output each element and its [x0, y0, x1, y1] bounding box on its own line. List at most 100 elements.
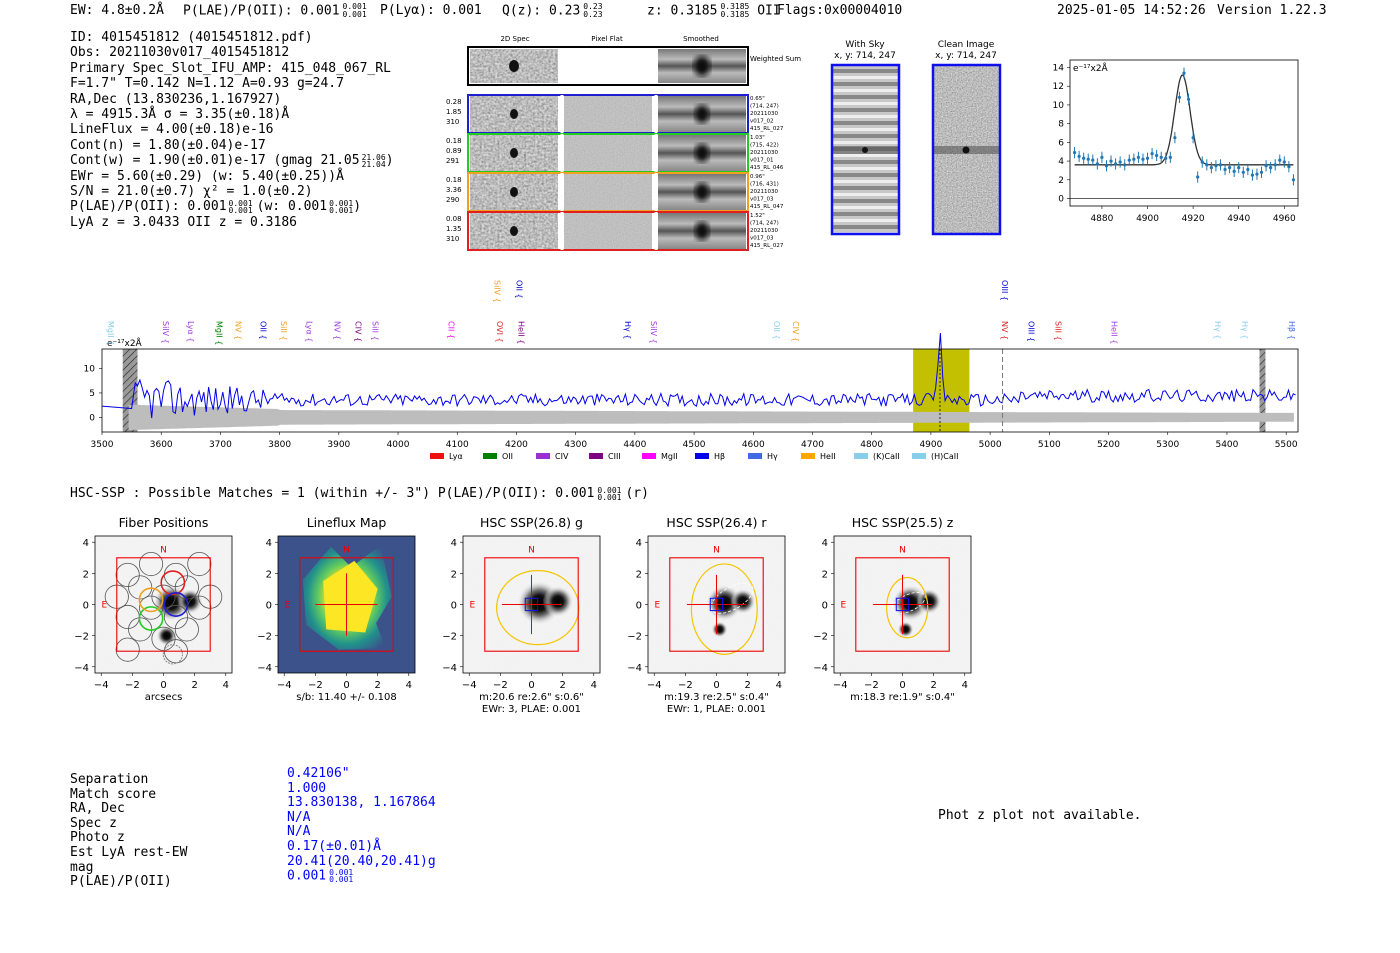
y-tick-label: −4	[627, 663, 642, 674]
y-tick-label: −2	[74, 632, 89, 643]
y-tick-label: 14	[1053, 63, 1065, 73]
x-tick-label: −2	[125, 680, 140, 691]
summary-values: 0.42106" 1.000 13.830138, 1.167864 N/A N/A 0.…	[287, 766, 436, 884]
clean-image-title: Clean Image	[938, 40, 995, 50]
header-qz-sup: 0.23	[583, 2, 603, 11]
col-smoothed-label: Smoothed	[683, 35, 719, 43]
x-tick-label: 5400	[1215, 440, 1238, 450]
x-tick-label: −2	[678, 680, 693, 691]
x-tick-label: −2	[493, 680, 508, 691]
x-tick-label: 4	[591, 680, 597, 691]
x-tick-label: 3900	[327, 440, 350, 450]
x-tick-label: −2	[864, 680, 879, 691]
data-point	[1259, 170, 1264, 174]
header-plae-sup: 0.001	[342, 2, 367, 11]
header-z-sup: 0.3185	[720, 2, 750, 11]
legend-label: Hγ	[767, 452, 778, 461]
line-label: Hγ {	[1240, 321, 1249, 339]
data-point	[1291, 178, 1296, 182]
x-tick-label: 4700	[801, 440, 824, 450]
info-lyaz: LyA z = 3.0433 OII z = 0.3186	[70, 214, 297, 230]
panel-caption: m:20.6 re:2.6" s:0.6"	[479, 692, 584, 703]
x-tick-label: 5200	[1097, 440, 1120, 450]
data-point	[1250, 173, 1254, 177]
x-tick-label: −2	[308, 680, 323, 691]
y-tick-label: 10	[84, 365, 96, 375]
info-plae-w-sub: 0.001	[329, 205, 354, 215]
x-tick-label: 3600	[150, 440, 173, 450]
panel-caption-2: EWr: 1, PLAE: 0.001	[667, 704, 766, 715]
legend-label: Lyα	[449, 452, 463, 461]
legend-label: OII	[502, 452, 513, 461]
x-tick-label: 5500	[1275, 440, 1298, 450]
y-tick-label: 8	[1058, 120, 1064, 130]
panel-title: HSC SSP(25.5) z	[852, 515, 954, 530]
y-tick-label: 2	[83, 569, 89, 580]
cutout-left-stat: 0.28	[446, 98, 462, 106]
x-tick-label: 4200	[505, 440, 528, 450]
with-sky-title: With Sky	[845, 40, 885, 50]
line-label: SiII {	[279, 321, 288, 341]
weighted-sum-label: Weighted Sum	[750, 55, 801, 63]
legend-label: Hβ	[714, 452, 725, 461]
cutout-row: 0.28 1.85 310 0.65" (714, 247)20211030 v017_0…	[446, 94, 784, 134]
y-tick-label: 10	[1053, 101, 1065, 111]
x-tick-label: −4	[462, 680, 477, 691]
panel-title: Fiber Positions	[119, 515, 209, 530]
info-params: F=1.7" T=0.142 N=1.12 A=0.93 g=24.7	[70, 76, 344, 92]
north-label: N	[713, 545, 720, 555]
info-plae-sub: 0.001	[228, 205, 253, 215]
masked-region	[122, 349, 135, 432]
summary-value: 0.17(±0.01)Å	[287, 838, 381, 854]
y-tick-label: −4	[442, 663, 457, 674]
x-tick-label: 0	[160, 680, 166, 691]
imaging-panel: Fiber Positions N E 4 2 0 −2 −4 −4 −2 0 2 4 arcsecs	[74, 515, 233, 703]
legend-swatch	[536, 453, 550, 459]
x-tick-label: 0	[343, 680, 349, 691]
east-label: E	[284, 601, 290, 611]
info-id: ID: 4015451812 (4015451812.pdf)	[70, 30, 313, 45]
data-point	[1186, 97, 1191, 101]
sky-cutouts: With Sky x, y: 714, 247 Clean Image x, y…	[830, 40, 1002, 236]
y-tick-label: 0	[636, 601, 642, 612]
data-point	[1168, 155, 1172, 159]
source-marker	[895, 597, 910, 612]
cutout-right-meta: v017_01	[750, 158, 774, 164]
summary-label: Separation	[70, 772, 149, 787]
info-sn: S/N = 21.0(±0.7) χ² = 1.0(±0.2)	[70, 183, 313, 199]
info-plae-w-sup: 0.001	[329, 198, 354, 208]
legend-swatch	[695, 453, 709, 459]
imaging-panel: HSC SSP(26.4) r N E 4 2 0 −2 −4 −4 −2 0 2 4 m:19.3 re…	[627, 515, 786, 715]
east-label: E	[840, 601, 846, 611]
line-label: MgII {	[214, 321, 223, 345]
data-point	[1082, 156, 1086, 160]
detection-info: ID: 4015451812 (4015451812.pdf) Obs: 202…	[70, 30, 394, 230]
y-tick-label: 2	[266, 569, 272, 580]
y-tick-label: −4	[74, 663, 89, 674]
line-label: Lyα {	[304, 321, 313, 342]
data-point	[1278, 158, 1282, 162]
east-label: E	[101, 601, 107, 611]
search-box	[484, 557, 579, 652]
line-label: NV {	[333, 321, 342, 340]
info-ewr: EWr = 5.60(±0.29) (w: 5.40(±0.25))Å	[70, 168, 344, 184]
fiber-circle	[151, 626, 176, 651]
imaging-panels: Fiber Positions N E 4 2 0 −2 −4 −4 −2 0 2 4 arcsecs Li…	[74, 515, 972, 715]
header-flags: Flags:0x00004010	[777, 3, 903, 18]
data-point	[1109, 159, 1113, 163]
legend-swatch	[483, 453, 497, 459]
header-plya: P(Lyα): 0.001	[380, 3, 482, 18]
summary-label: P(LAE)/P(OII)	[70, 874, 172, 890]
data-point	[1255, 172, 1259, 176]
summary-plae-sup: 0.001	[329, 868, 354, 878]
x-tick-label: 4000	[387, 440, 410, 450]
cutout-left-stat: 310	[446, 118, 459, 126]
cutout-right-meta: v017_02	[750, 119, 774, 125]
cutout-left-stat: 0.89	[446, 147, 462, 155]
line-label: HeII {	[1110, 321, 1119, 344]
search-box	[669, 557, 764, 652]
info-primary: Primary Spec_Slot_IFU_AMP: 415_048_067_R…	[70, 60, 391, 76]
data-point	[1123, 163, 1127, 167]
full-spectrum-chart: 0 5 10 3500 3600 3700 3800 3900 4000 4100 4200 4300…	[84, 280, 1299, 461]
data-point	[1287, 165, 1291, 169]
